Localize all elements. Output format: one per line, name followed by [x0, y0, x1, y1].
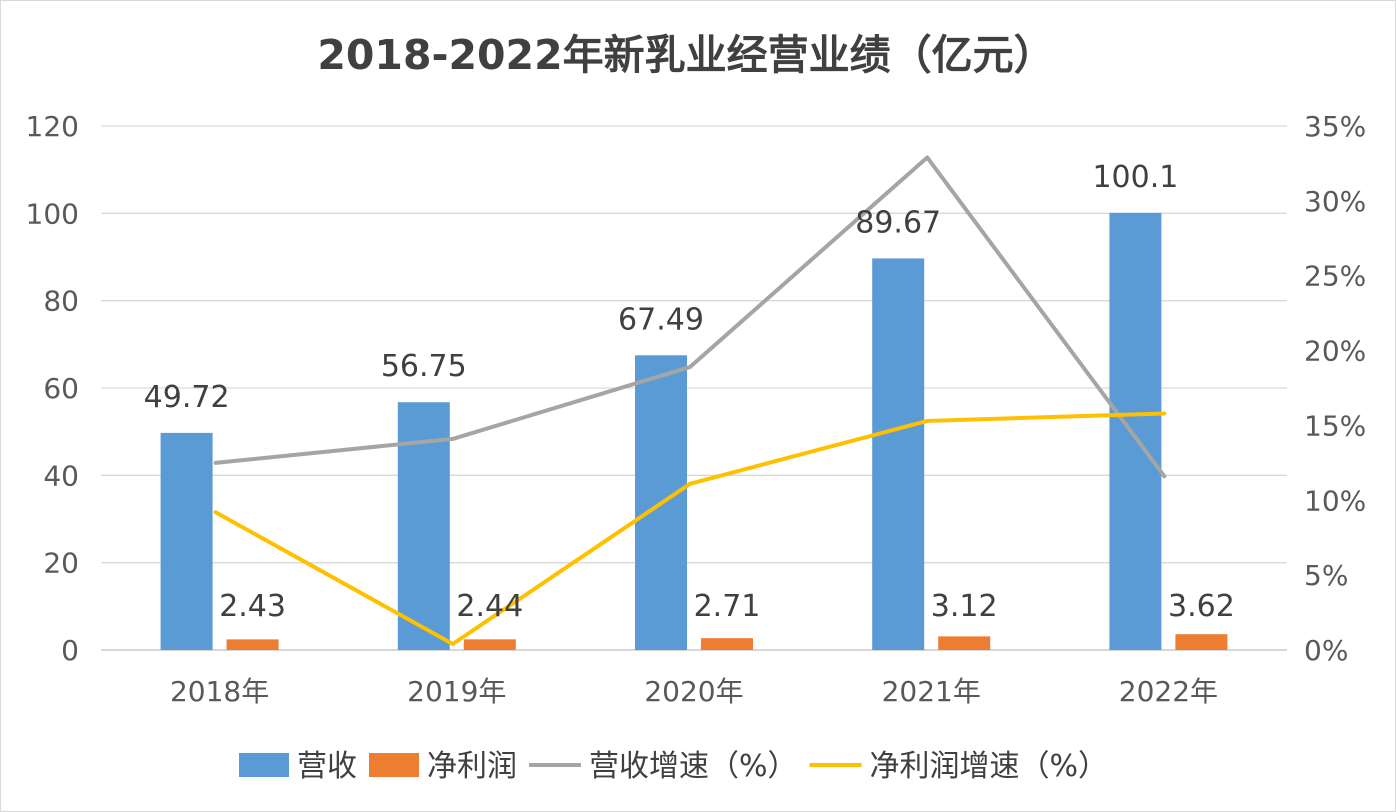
y-right-tick-label: 35%: [1304, 110, 1366, 143]
bar-profit: [938, 636, 991, 650]
x-category-label: 2022年: [1119, 675, 1218, 708]
y-right-tick-label: 20%: [1304, 335, 1366, 368]
data-label: 100.1: [1092, 160, 1178, 195]
x-category-label: 2019年: [407, 675, 506, 708]
y-right-tick-label: 25%: [1304, 260, 1366, 293]
line-marks: [213, 155, 1167, 647]
legend-entry: 营收增速（%）: [589, 749, 798, 784]
data-label: 2.43: [219, 589, 286, 624]
bar-revenue: [160, 432, 213, 650]
y-right-tick-label: 10%: [1304, 484, 1366, 517]
data-label: 2.44: [456, 589, 523, 624]
y-right-tick-label: 0%: [1304, 634, 1348, 667]
data-labels: 49.72 56.75 67.49 89.67 100.1 2.43 2.44 2.71 3.1…: [144, 160, 1235, 624]
profit-growth-line: [213, 411, 1167, 647]
data-label: 56.75: [381, 349, 467, 384]
x-category-label: 2021年: [882, 675, 981, 708]
revenue-growth-line: [213, 155, 1167, 479]
y-left-tick-label: 40: [43, 459, 79, 492]
gridlines: [101, 125, 1287, 651]
bar-revenue: [872, 258, 925, 650]
data-label: 2.71: [694, 589, 761, 624]
bar-profit: [463, 639, 516, 650]
legend-entry: 净利润: [427, 749, 517, 784]
y-left-tick-label: 60: [43, 372, 79, 405]
chart-title: 2018-2022年新乳业经营业绩（亿元）: [317, 31, 1054, 79]
data-label: 89.67: [855, 205, 941, 240]
legend-swatch: [369, 753, 419, 777]
bar-profit: [226, 639, 279, 650]
legend: 营收 净利润 营收增速（%） 净利润增速（%）: [239, 749, 1108, 784]
legend-entry: 营收: [297, 749, 357, 784]
y-left-tick-label: 100: [26, 197, 79, 230]
data-label: 49.72: [144, 380, 230, 415]
bar-profit: [701, 638, 753, 650]
data-label: 67.49: [618, 302, 704, 337]
axis-ticks: 0 20 40 60 80 100 120 0% 5% 10% 15% 20% 25% 30% 35% 201…: [26, 110, 1367, 708]
bar-profit: [1175, 634, 1228, 650]
y-left-tick-label: 0: [61, 634, 79, 667]
y-left-tick-label: 20: [43, 547, 79, 580]
data-label: 3.62: [1168, 589, 1235, 624]
y-right-tick-label: 15%: [1304, 409, 1366, 442]
x-category-label: 2018年: [170, 675, 269, 708]
y-right-tick-label: 30%: [1304, 185, 1366, 218]
bar-revenue: [1109, 212, 1162, 650]
legend-swatch: [239, 753, 289, 777]
y-right-tick-label: 5%: [1304, 559, 1348, 592]
bar-marks: [160, 212, 1228, 650]
y-left-tick-label: 120: [26, 110, 79, 143]
data-label: 3.12: [931, 589, 998, 624]
x-category-label: 2020年: [644, 675, 743, 708]
y-left-tick-label: 80: [43, 285, 79, 318]
legend-entry: 净利润增速（%）: [870, 749, 1109, 784]
